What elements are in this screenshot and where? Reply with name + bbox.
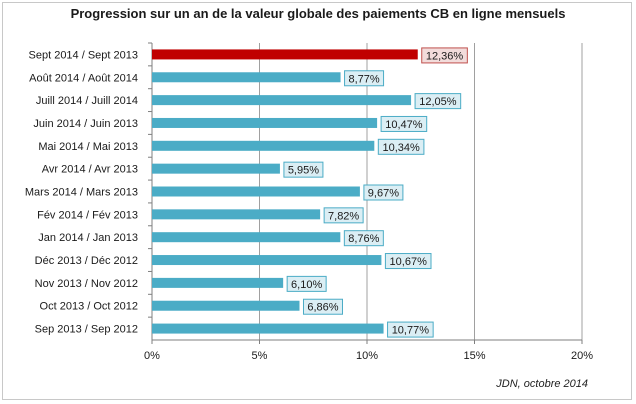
bar xyxy=(152,49,418,60)
category-label: Avr 2014 / Avr 2013 xyxy=(42,164,138,176)
x-tick-label: 0% xyxy=(144,350,160,362)
bar xyxy=(152,300,300,311)
data-label-box xyxy=(302,298,343,315)
bar xyxy=(152,323,384,334)
data-label-box xyxy=(384,253,432,270)
data-label-box xyxy=(323,207,364,224)
data-label-box xyxy=(387,321,434,338)
category-label: Sep 2013 / Sep 2012 xyxy=(35,324,138,336)
data-label: 10,47% xyxy=(385,119,423,131)
source-note: JDN, octobre 2014 xyxy=(496,378,588,390)
data-label-box xyxy=(377,138,425,155)
data-label-box xyxy=(283,161,324,178)
data-label: 12,36% xyxy=(426,50,464,62)
x-tick-label: 5% xyxy=(252,350,268,362)
category-label: Sept 2014 / Sept 2013 xyxy=(29,49,138,61)
bar xyxy=(152,232,341,243)
data-label: 6,86% xyxy=(307,302,338,314)
data-label-box xyxy=(380,115,428,132)
chart-frame xyxy=(2,2,632,400)
data-label-box xyxy=(421,47,468,64)
x-tick-label: 20% xyxy=(571,350,593,362)
category-label: Mai 2014 / Mai 2013 xyxy=(38,141,138,153)
data-label-box xyxy=(343,230,384,247)
bar xyxy=(152,72,341,83)
data-label: 10,67% xyxy=(390,256,428,268)
bar xyxy=(152,140,375,151)
data-label: 6,10% xyxy=(291,279,322,291)
category-label: Déc 2013 / Déc 2012 xyxy=(35,255,138,267)
data-label: 10,34% xyxy=(382,142,420,154)
category-label: Juin 2014 / Juin 2013 xyxy=(33,118,138,130)
data-label: 9,67% xyxy=(368,188,399,200)
data-label: 5,95% xyxy=(288,165,319,177)
chart-title: Progression sur un an de la valeur globa… xyxy=(70,6,566,21)
category-label: Nov 2013 / Nov 2012 xyxy=(35,278,138,290)
bar xyxy=(152,209,321,220)
category-label: Juill 2014 / Juill 2014 xyxy=(36,95,138,107)
data-label: 10,77% xyxy=(392,325,430,337)
data-label-box xyxy=(286,275,327,292)
category-label: Mars 2014 / Mars 2013 xyxy=(25,187,138,199)
bar xyxy=(152,277,284,288)
category-label: Fév 2014 / Fév 2013 xyxy=(37,209,138,221)
data-label: 12,05% xyxy=(419,96,457,108)
category-label: Jan 2014 / Jan 2013 xyxy=(38,232,138,244)
category-label: Août 2014 / Août 2014 xyxy=(29,72,138,84)
category-label: Oct 2013 / Oct 2012 xyxy=(40,301,138,313)
x-tick-label: 15% xyxy=(463,350,485,362)
bar xyxy=(152,117,378,128)
data-label-box xyxy=(414,93,462,110)
data-label-box xyxy=(344,70,385,87)
data-label: 8,76% xyxy=(348,233,379,245)
x-tick-label: 10% xyxy=(356,350,378,362)
data-label: 8,77% xyxy=(348,73,379,85)
bar xyxy=(152,95,412,106)
bar xyxy=(152,186,360,197)
bar xyxy=(152,163,280,174)
bar xyxy=(152,255,382,266)
data-label: 7,82% xyxy=(328,210,359,222)
data-label-box xyxy=(363,184,404,201)
